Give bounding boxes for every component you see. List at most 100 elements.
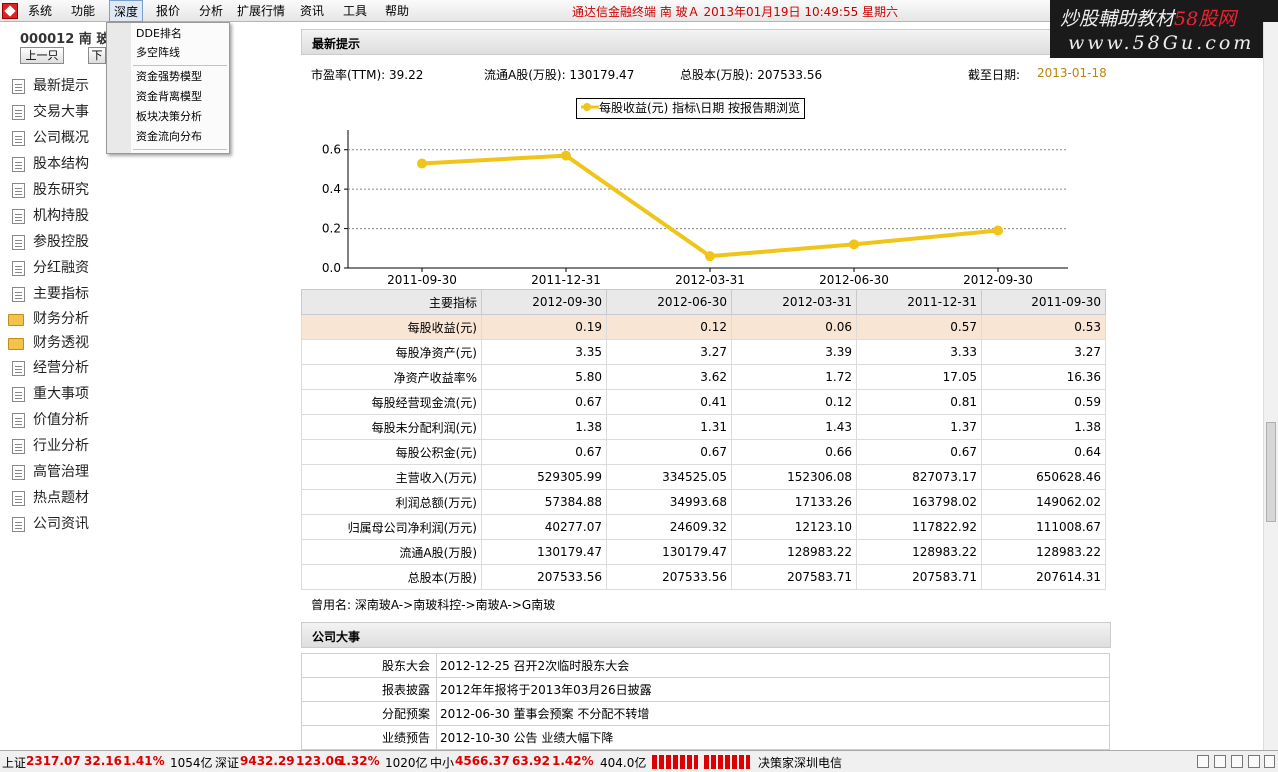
table-cell-value: 0.67 [856, 439, 982, 465]
nav-dividend-financing[interactable]: 分红融资 [12, 257, 89, 279]
dd-long-short[interactable]: 多空阵线 [136, 46, 180, 59]
event-row[interactable]: 分配预案 2012-06-30 董事会预案 不分配不转增 [301, 701, 1110, 726]
nav-key-indicators[interactable]: 主要指标 [12, 283, 89, 305]
document-icon [12, 361, 25, 376]
chart-legend[interactable]: 每股收益(元) 指标\日期 按报告期浏览 [576, 98, 806, 119]
dd-fund-strength[interactable]: 资金强势模型 [136, 70, 202, 83]
menu-news[interactable]: 资讯 [300, 4, 325, 18]
nav-industry-analysis[interactable]: 行业分析 [12, 435, 89, 457]
column-header-date[interactable]: 2011-09-30 [981, 289, 1106, 315]
event-type: 分配预案 [301, 701, 437, 726]
vertical-scrollbar[interactable] [1263, 22, 1278, 750]
dd-fund-divergence[interactable]: 资金背离模型 [136, 90, 202, 103]
event-row[interactable]: 报表披露 2012年年报将于2013年03月26日披露 [301, 677, 1110, 702]
table-row[interactable]: 利润总额(万元) 57384.88 34993.68 17133.26 163798.0… [301, 489, 1106, 515]
menu-depth[interactable]: 深度 [109, 0, 144, 22]
settings-icon[interactable] [1264, 755, 1275, 768]
event-row[interactable]: 业绩预告 2012-10-30 公告 业绩大幅下降 [301, 725, 1110, 750]
nav-operation-analysis[interactable]: 经营分析 [12, 357, 89, 379]
menu-tools[interactable]: 工具 [343, 4, 368, 18]
table-cell-value: 5.80 [481, 364, 607, 390]
legend-marker-icon [581, 103, 599, 111]
document-icon [12, 517, 25, 532]
table-row[interactable]: 每股未分配利润(元) 1.38 1.31 1.43 1.37 1.38 [301, 414, 1106, 440]
eps-data-point [561, 150, 571, 161]
nav-latest-tips[interactable]: 最新提示 [12, 75, 89, 97]
table-row[interactable]: 归属母公司净利润(万元) 40277.07 24609.32 12123.10 1178… [301, 514, 1106, 540]
signal-icon[interactable] [1231, 755, 1243, 768]
document-icon [12, 79, 25, 94]
table-cell-label: 每股收益(元) [301, 314, 482, 340]
table-row[interactable]: 每股净资产(元) 3.35 3.27 3.39 3.33 3.27 [301, 339, 1106, 365]
mail-icon[interactable] [1197, 755, 1209, 768]
table-cell-value: 128983.22 [981, 539, 1106, 565]
table-cell-value: 0.19 [481, 314, 607, 340]
prev-stock-button[interactable]: 上一只 [20, 47, 64, 64]
connection-icon[interactable] [1248, 755, 1260, 768]
x-tick-label: 2012-03-31 [675, 273, 745, 287]
nav-financial-perspective[interactable]: 财务透视 [8, 332, 89, 354]
app-logo-icon[interactable] [2, 3, 18, 19]
dd-dde-ranking[interactable]: DDE排名 [136, 27, 182, 40]
table-cell-value: 57384.88 [481, 489, 607, 515]
nav-financial-analysis[interactable]: 财务分析 [8, 308, 89, 330]
table-row[interactable]: 主营收入(万元) 529305.99 334525.05 152306.08 82707… [301, 464, 1106, 490]
table-cell-value: 130179.47 [606, 539, 732, 565]
nav-trade-events[interactable]: 交易大事 [12, 101, 89, 123]
nav-equity-holdings[interactable]: 参股控股 [12, 231, 89, 253]
nav-institution-holdings[interactable]: 机构持股 [12, 205, 89, 227]
menu-function[interactable]: 功能 [71, 4, 96, 18]
x-tick-label: 2011-09-30 [387, 273, 457, 287]
window-title: 通达信金融终端 南 玻Ａ 2013年01月19日 10:49:55 星期六 [572, 5, 899, 19]
column-header-date[interactable]: 2012-03-31 [731, 289, 857, 315]
nav-shareholder-research[interactable]: 股东研究 [12, 179, 89, 201]
sh-label: 上证 [2, 756, 27, 770]
table-body: 每股收益(元) 0.19 0.12 0.06 0.57 0.53 每股净资产(元) 3.35 3… [301, 314, 1106, 590]
column-header-date[interactable]: 2011-12-31 [856, 289, 982, 315]
menu-help[interactable]: 帮助 [385, 4, 410, 18]
table-row[interactable]: 总股本(万股) 207533.56 207533.56 207583.71 207583… [301, 564, 1106, 590]
document-icon [12, 261, 25, 276]
table-row[interactable]: 每股公积金(元) 0.67 0.67 0.66 0.67 0.64 [301, 439, 1106, 465]
table-cell-label: 每股净资产(元) [301, 339, 482, 365]
table-row[interactable]: 每股收益(元) 0.19 0.12 0.06 0.57 0.53 [301, 314, 1106, 340]
table-cell-value: 0.59 [981, 389, 1106, 415]
table-cell-value: 0.12 [606, 314, 732, 340]
table-cell-value: 117822.92 [856, 514, 982, 540]
nav-hot-topics[interactable]: 热点题材 [12, 487, 89, 509]
menu-bar: 系统 功能 深度 报价 分析 扩展行情 资讯 工具 帮助 通达信金融终端 南 玻… [0, 0, 1278, 22]
message-icon[interactable] [1214, 755, 1226, 768]
menu-analysis[interactable]: 分析 [199, 4, 224, 18]
column-header-date[interactable]: 2012-06-30 [606, 289, 732, 315]
event-row[interactable]: 股东大会 2012-12-25 召开2次临时股东大会 [301, 653, 1110, 678]
next-stock-button[interactable]: 下 [88, 47, 106, 64]
table-cell-value: 1.72 [731, 364, 857, 390]
zx-index[interactable]: 4566.37 [455, 754, 510, 768]
table-cell-value: 207533.56 [606, 564, 732, 590]
server-name[interactable]: 决策家深圳电信 [758, 756, 843, 770]
nav-company-news[interactable]: 公司资讯 [12, 513, 89, 535]
nav-share-structure[interactable]: 股本结构 [12, 153, 89, 175]
table-row[interactable]: 每股经营现金流(元) 0.67 0.41 0.12 0.81 0.59 [301, 389, 1106, 415]
table-row[interactable]: 净资产收益率% 5.80 3.62 1.72 17.05 16.36 [301, 364, 1106, 390]
nav-label: 最新提示 [33, 78, 89, 94]
column-header-indicator[interactable]: 主要指标 [301, 289, 482, 315]
dd-fund-flow[interactable]: 资金流向分布 [136, 130, 202, 143]
nav-governance[interactable]: 高管治理 [12, 461, 89, 483]
nav-company-overview[interactable]: 公司概况 [12, 127, 89, 149]
dd-sector-decision[interactable]: 板块决策分析 [136, 110, 202, 123]
column-header-date[interactable]: 2012-09-30 [481, 289, 607, 315]
nav-value-analysis[interactable]: 价值分析 [12, 409, 89, 431]
eps-data-point [993, 225, 1003, 236]
table-cell-value: 0.12 [731, 389, 857, 415]
menu-system[interactable]: 系统 [28, 4, 53, 18]
menu-quote[interactable]: 报价 [156, 4, 181, 18]
sz-index[interactable]: 9432.29 [240, 754, 295, 768]
table-row[interactable]: 流通A股(万股) 130179.47 130179.47 128983.22 12898… [301, 539, 1106, 565]
sh-index[interactable]: 2317.07 [26, 754, 81, 768]
nav-major-events[interactable]: 重大事项 [12, 383, 89, 405]
as-of-date-label: 截至日期: [968, 68, 1021, 82]
nav-label: 分红融资 [33, 260, 89, 276]
menu-extended-market[interactable]: 扩展行情 [237, 4, 286, 18]
scrollbar-thumb[interactable] [1266, 422, 1276, 522]
